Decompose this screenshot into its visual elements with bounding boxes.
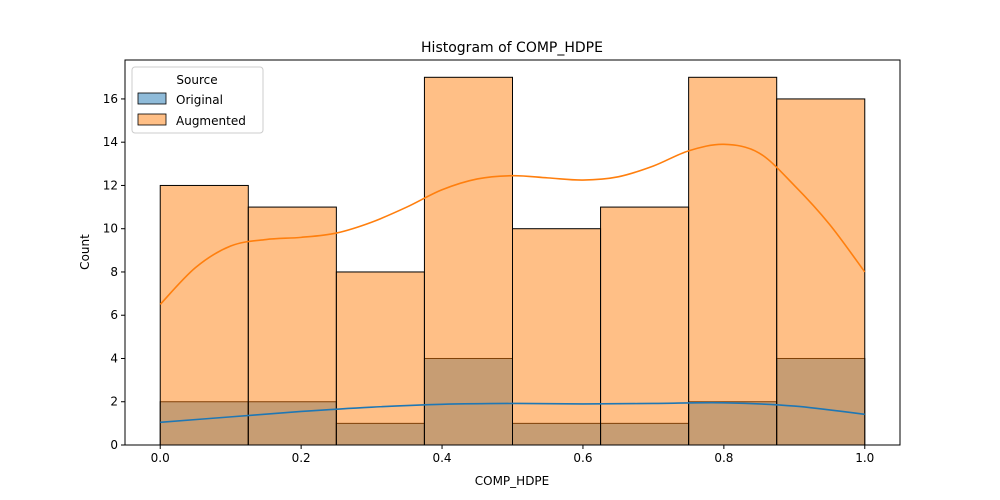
bar-augmented-5 [600,206,690,446]
y-tick-label: 0 [110,438,118,452]
y-tick-label: 16 [103,92,118,106]
y-tick-label: 10 [103,222,118,236]
x-tick-label: 0.6 [573,451,592,465]
x-tick-label: 0.4 [432,451,451,465]
legend-label-augmented: Augmented [176,114,246,128]
x-tick-label: 0.2 [292,451,311,465]
plot-area-frame [124,59,901,446]
x-tick-label: 0.8 [714,451,733,465]
bar-augmented-7 [776,98,866,446]
y-tick-label: 6 [110,308,118,322]
legend-swatch-original [137,92,167,105]
y-tick-label: 12 [103,178,118,192]
legend-swatch-augmented [137,113,167,126]
legend: Source Original Augmented [131,66,264,134]
x-axis-ticks: 0.0 0.2 0.4 0.6 0.8 1.0 [151,445,874,465]
bar-augmented-2 [335,271,425,446]
x-tick-label: 0.0 [151,451,170,465]
legend-label-original: Original [176,93,223,107]
kde-line-original [160,401,865,424]
chart-title: Histogram of COMP_HDPE [421,40,603,56]
legend-title: Source [176,73,217,87]
bar-augmented-6 [688,76,778,446]
x-tick-label: 1.0 [855,451,874,465]
kde-curves [159,143,866,424]
bar-augmented-4 [512,228,602,446]
x-axis-label: COMP_HDPE [475,474,550,488]
y-tick-label: 2 [110,395,118,409]
y-axis-label: Count [78,234,92,270]
bar-augmented-1 [247,206,337,446]
augmented-bars [159,76,866,446]
y-tick-label: 8 [110,265,118,279]
y-tick-label: 14 [103,135,118,149]
bar-augmented-3 [423,76,514,446]
y-axis-ticks: 0 2 4 6 8 10 12 14 16 [103,92,125,452]
kde-line-augmented [159,143,866,305]
y-tick-label: 4 [110,351,118,365]
bar-augmented-0 [159,184,249,446]
